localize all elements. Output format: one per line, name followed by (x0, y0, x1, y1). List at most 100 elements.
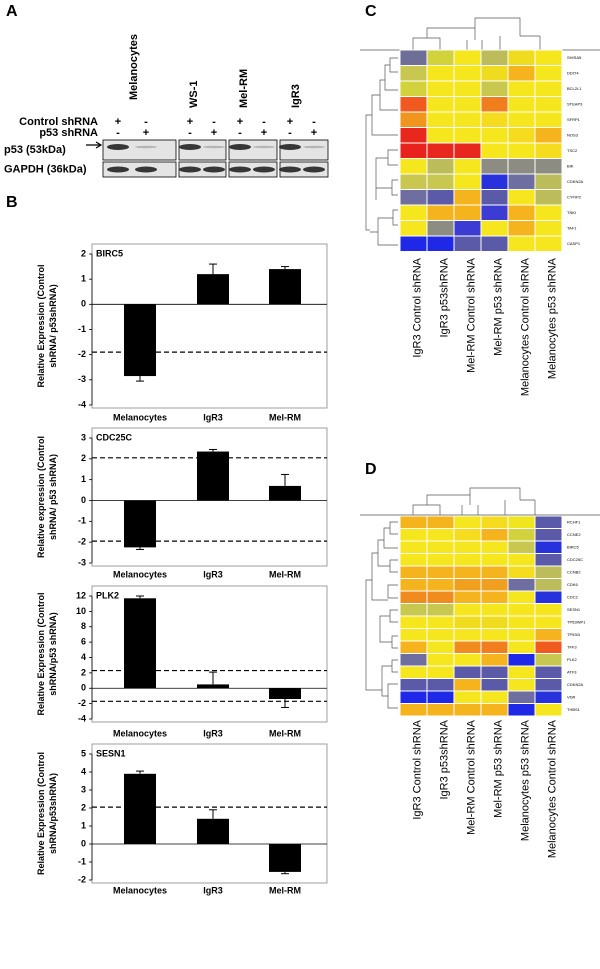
heatmap-cell (427, 591, 454, 604)
blot-band (253, 167, 275, 173)
y-axis-label: Relative Expression (ControlshRNA/p53shR… (36, 752, 58, 875)
column-label: Melanocytes p53 shRNA (546, 257, 558, 379)
error-bar (281, 267, 289, 270)
heatmap-cell (454, 541, 481, 554)
bar (269, 269, 301, 304)
column-label: Mel-RM Control shRNA (465, 719, 477, 835)
heatmap-cell (535, 529, 562, 542)
heatmap-cell (535, 159, 562, 175)
heatmap-cell (454, 50, 481, 66)
y-tick-label: 12 (76, 590, 86, 600)
heatmap-cell (400, 236, 427, 252)
gene-label: CDK6 (567, 582, 578, 587)
heatmap-cell (508, 579, 535, 592)
heatmap-cell (454, 579, 481, 592)
error-bar (209, 264, 217, 274)
blot-band (229, 144, 251, 150)
blot-band (203, 167, 225, 173)
heatmap-cell (481, 143, 508, 159)
heatmap-cell (454, 629, 481, 642)
heatmap-cell (400, 81, 427, 97)
blot-band (179, 144, 201, 150)
column-label: IgR3 p53shRNA (438, 719, 450, 799)
heatmap-cell (400, 143, 427, 159)
x-tick-label: Melanocytes (113, 885, 167, 895)
heatmap-cell (508, 629, 535, 642)
heatmap-cell (508, 604, 535, 617)
heatmap-cell (427, 704, 454, 717)
cell-line-label: Mel-RM (238, 69, 250, 108)
heatmap-cell (454, 591, 481, 604)
bar (197, 819, 229, 844)
heatmap-cell (535, 629, 562, 642)
heatmap-cell (481, 159, 508, 175)
gene-label: RCHF1 (567, 519, 581, 524)
heatmap-cell (535, 579, 562, 592)
x-tick-label: IgR3 (203, 569, 223, 579)
heatmap-cell (481, 66, 508, 82)
y-tick-label: 1 (81, 820, 86, 830)
bar (269, 688, 301, 699)
heatmap-cell (400, 679, 427, 692)
arrow (86, 142, 101, 148)
heatmap-cell (508, 236, 535, 252)
heatmap-cell (427, 679, 454, 692)
heatmap-cell (400, 128, 427, 144)
error-bar (209, 449, 217, 451)
heatmap-cell (400, 159, 427, 175)
lane-sign: + (143, 127, 149, 139)
blot-band (229, 167, 251, 173)
gene-label: TP53I3 (567, 632, 581, 637)
blot-band (179, 167, 201, 173)
heatmap-cell (454, 529, 481, 542)
y-tick-label: 2 (81, 667, 86, 677)
heatmap-cell (400, 666, 427, 679)
blot-band (279, 167, 301, 173)
cell-line-label: WS-1 (188, 81, 200, 109)
blot-strip (103, 140, 176, 160)
y-tick-label: 0 (81, 299, 86, 309)
gene-label: CCNE2 (567, 532, 581, 537)
heatmap-cell (508, 541, 535, 554)
y-tick-label: -4 (78, 713, 86, 723)
column-label: Mel-RM p53 shRNA (492, 719, 504, 817)
heatmap-cell (535, 97, 562, 113)
heatmap-cell (427, 541, 454, 554)
bar (197, 452, 229, 501)
bar (124, 501, 156, 548)
x-tick-label: Mel-RM (269, 728, 301, 738)
error-bar (209, 672, 217, 684)
heatmap-cell (535, 641, 562, 654)
heatmap-cell (427, 616, 454, 629)
heatmap-cell (481, 654, 508, 667)
chart-title: CDC25C (96, 432, 133, 442)
y-tick-label: 8 (81, 621, 86, 631)
panel-label: C (365, 3, 377, 20)
y-tick-label: 2 (81, 453, 86, 463)
y-tick-label: 10 (76, 606, 86, 616)
heatmap-cell (481, 541, 508, 554)
heatmap-cell (454, 691, 481, 704)
heatmap-cell (481, 190, 508, 206)
gene-label: VDR (567, 694, 576, 699)
bar (124, 304, 156, 376)
blot-band (107, 167, 129, 173)
heatmap-cell (508, 97, 535, 113)
y-axis-label: Relative expression (ControlshRNA/ p53 s… (36, 436, 58, 558)
column-label: IgR3 Control shRNA (411, 257, 423, 357)
x-tick-label: IgR3 (203, 885, 223, 895)
heatmap-cell (454, 236, 481, 252)
heatmap-cell (427, 629, 454, 642)
gene-label: SHISA5 (567, 55, 582, 60)
heatmap-cell (427, 66, 454, 82)
bar (197, 274, 229, 304)
heatmap-cell (535, 221, 562, 237)
error-bar (281, 474, 289, 485)
gene-label: BIK (567, 163, 574, 168)
heatmap-cell (481, 679, 508, 692)
heatmap-cell (535, 679, 562, 692)
heatmap-cell (535, 704, 562, 717)
y-tick-label: -2 (78, 537, 86, 547)
blot-band (303, 167, 325, 173)
band-label: p53 (53kDa) (4, 144, 66, 156)
